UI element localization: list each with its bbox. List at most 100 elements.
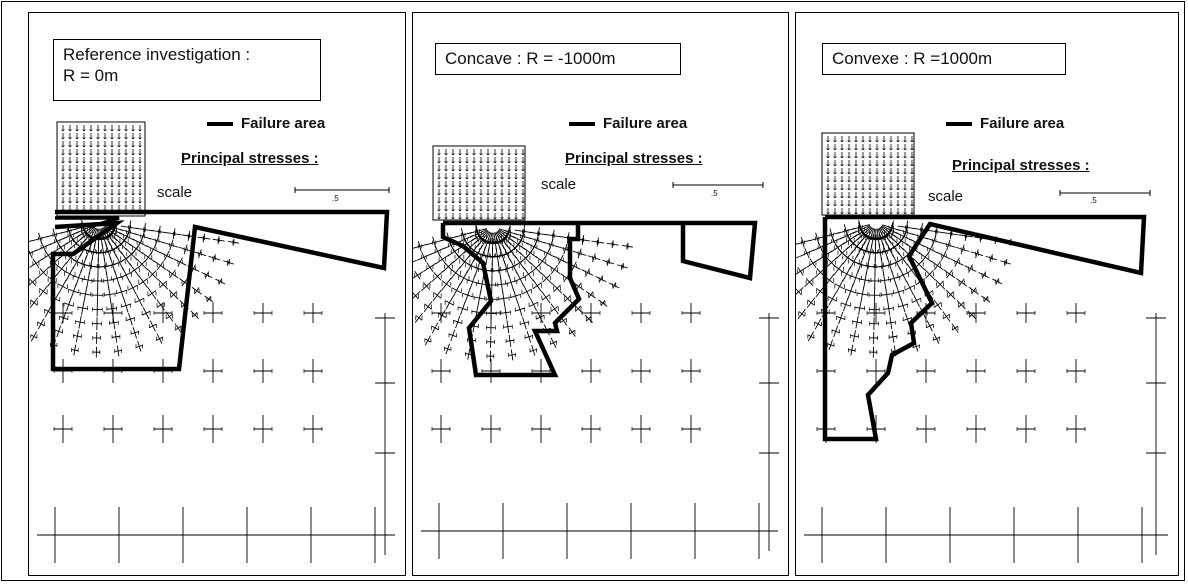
stress-tick xyxy=(889,140,892,143)
stress-tick xyxy=(104,129,107,132)
stress-tick xyxy=(62,185,65,188)
stress-tick xyxy=(869,156,872,159)
stress-tick xyxy=(124,169,127,172)
stress-tick xyxy=(841,148,844,151)
stress-tick xyxy=(112,316,116,330)
stress-tick xyxy=(926,320,933,332)
stress-tick xyxy=(472,153,475,156)
stress-tick xyxy=(82,145,85,148)
stress-tick xyxy=(904,180,907,183)
stress-tick xyxy=(104,201,107,204)
stress-tick xyxy=(473,193,476,196)
stress-tick xyxy=(838,311,844,325)
stress-tick xyxy=(862,172,865,175)
stress-tick xyxy=(506,320,510,334)
legend-label: Failure area xyxy=(241,115,326,132)
stress-tick xyxy=(76,129,79,132)
stress-tick xyxy=(911,140,914,143)
stress-tick xyxy=(855,140,858,143)
stress-tick xyxy=(508,217,511,220)
stress-tick xyxy=(896,140,899,143)
stress-tick xyxy=(854,188,857,191)
stress-tick xyxy=(223,260,234,265)
stress-tick xyxy=(451,217,454,220)
stress-tick xyxy=(796,239,811,245)
stress-tick xyxy=(548,264,561,275)
stress-tick xyxy=(452,201,455,204)
stress-tick xyxy=(507,209,510,212)
stress-tick xyxy=(103,137,106,140)
stress-tick xyxy=(890,188,893,191)
stress-tick xyxy=(827,140,830,143)
stress-tick xyxy=(435,254,450,265)
stress-tick xyxy=(827,204,830,207)
stress-tick xyxy=(459,153,462,156)
stress-tick xyxy=(861,148,864,151)
stress-tick xyxy=(90,137,93,140)
stress-tick xyxy=(911,156,914,159)
stress-tick xyxy=(501,169,504,172)
stress-tick xyxy=(486,153,489,156)
stress-tick xyxy=(833,164,836,167)
stress-tick xyxy=(480,217,483,220)
stress-tick xyxy=(826,212,829,215)
stress-tick xyxy=(862,196,865,199)
stress-tick xyxy=(62,137,65,140)
stress-tick xyxy=(76,153,79,156)
stress-tick xyxy=(438,309,446,322)
stress-tick xyxy=(472,193,475,196)
stress-tick xyxy=(414,312,423,323)
stress-tick xyxy=(904,196,907,199)
stress-tick xyxy=(540,272,553,284)
stress-tick xyxy=(82,201,85,204)
stress-tick xyxy=(847,180,850,183)
stress-tick xyxy=(458,201,461,204)
stress-tick xyxy=(889,180,892,183)
stress-tick xyxy=(855,188,858,191)
stress-tick xyxy=(486,177,489,180)
stress-tick xyxy=(834,212,837,215)
stress-tick xyxy=(96,145,99,148)
stress-tick xyxy=(146,245,161,254)
stress-tick xyxy=(897,188,900,191)
stress-tick xyxy=(883,172,886,175)
stress-tick xyxy=(521,209,524,212)
stress-tick xyxy=(837,228,855,234)
stress-tick xyxy=(125,137,128,140)
stress-tick xyxy=(514,185,517,188)
stress-tick xyxy=(869,180,872,183)
panel-concave: Concave : R = -1000m Failure area Princi… xyxy=(412,12,789,576)
stress-tick xyxy=(83,161,86,164)
stress-tick xyxy=(850,344,854,356)
stress-tick xyxy=(124,193,127,196)
stress-tick xyxy=(110,153,113,156)
stress-tick xyxy=(413,243,428,249)
stress-tick xyxy=(876,212,879,215)
stress-tick xyxy=(854,156,857,159)
stress-tick xyxy=(83,177,86,180)
stress-tick xyxy=(104,177,107,180)
legend-failure-area: Failure area xyxy=(207,115,325,132)
stress-tick xyxy=(890,164,893,167)
stress-tick xyxy=(854,196,857,199)
stress-tick xyxy=(904,188,907,191)
stress-tick xyxy=(132,161,135,164)
scale-value: .5 xyxy=(1090,196,1097,205)
stress-tick xyxy=(830,242,846,253)
stress-tick xyxy=(897,180,900,183)
stress-tick xyxy=(104,193,107,196)
stress-tick xyxy=(581,269,594,276)
stress-tick xyxy=(833,140,836,143)
stress-tick xyxy=(499,276,504,293)
stress-tick xyxy=(906,280,914,295)
stress-tick xyxy=(97,185,100,188)
stress-tick xyxy=(806,258,820,268)
stress-tick xyxy=(486,217,489,220)
stress-tick xyxy=(827,212,830,215)
stress-tick xyxy=(62,145,65,148)
stress-tick xyxy=(487,193,490,196)
stress-tick xyxy=(139,185,142,188)
stress-tick xyxy=(62,129,65,132)
stress-tick xyxy=(943,232,959,236)
stress-tick xyxy=(493,177,496,180)
